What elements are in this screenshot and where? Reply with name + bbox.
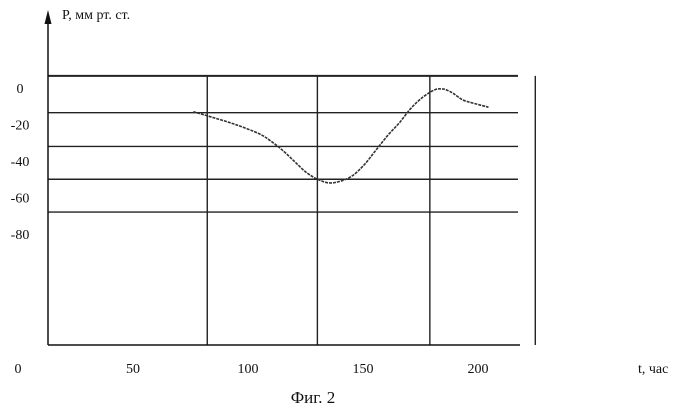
y-tick-label: -20 — [11, 119, 30, 134]
y-tick-label: -60 — [11, 192, 30, 207]
y-axis-arrow — [45, 10, 52, 24]
series-line — [193, 89, 488, 183]
x-tick-label: 0 — [15, 362, 22, 377]
x-tick-label: 200 — [468, 362, 489, 377]
tick-labels: 0 -20 -40 -60 -80 0 50 100 150 200 — [11, 82, 489, 377]
x-axis-label: t, час — [638, 362, 668, 377]
x-tick-label: 100 — [238, 362, 259, 377]
x-tick-label: 50 — [126, 362, 140, 377]
y-tick-label: -80 — [11, 228, 30, 243]
figure-caption: Фиг. 2 — [291, 388, 336, 407]
axes — [45, 10, 521, 345]
data-series — [193, 89, 488, 183]
y-tick-label: -40 — [11, 155, 30, 170]
x-tick-label: 150 — [353, 362, 374, 377]
y-tick-label: 0 — [17, 82, 24, 97]
grid-lines — [48, 76, 535, 345]
y-axis-label: P, мм рт. ст. — [62, 8, 130, 23]
